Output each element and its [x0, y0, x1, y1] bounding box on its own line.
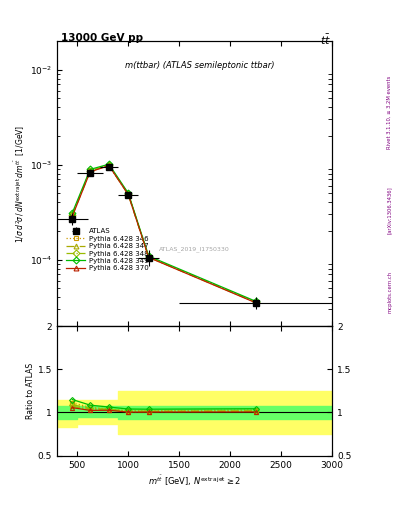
Pythia 6.428 349 [88, 166, 92, 173]
Line: Pythia 6.428 349: Pythia 6.428 349 [70, 162, 258, 304]
Pythia 6.428 347 [88, 168, 92, 175]
Pythia 6.428 347 [253, 300, 258, 306]
Pythia 6.428 348 [253, 299, 258, 305]
Pythia 6.428 349 [70, 210, 75, 216]
Pythia 6.428 348 [70, 212, 75, 218]
Pythia 6.428 349 [126, 190, 130, 196]
Pythia 6.428 348 [88, 168, 92, 174]
Pythia 6.428 346 [107, 162, 111, 168]
Y-axis label: $1/\sigma\,d^2\!\sigma\,/\,dN^{\rm extra\,jet}\,dm^{t\bar{t}}$  [1/GeV]: $1/\sigma\,d^2\!\sigma\,/\,dN^{\rm extra… [13, 124, 27, 243]
Pythia 6.428 370 [88, 169, 92, 175]
Pythia 6.428 370 [107, 163, 111, 169]
Pythia 6.428 346 [146, 254, 151, 260]
Pythia 6.428 349 [107, 161, 111, 167]
Pythia 6.428 346 [253, 298, 258, 305]
Pythia 6.428 347 [70, 212, 75, 219]
Pythia 6.428 346 [70, 211, 75, 218]
Text: [arXiv:1306.3436]: [arXiv:1306.3436] [387, 186, 392, 234]
Pythia 6.428 370 [253, 300, 258, 306]
Text: mcplots.cern.ch: mcplots.cern.ch [387, 271, 392, 313]
Pythia 6.428 370 [146, 254, 151, 261]
Pythia 6.428 347 [126, 191, 130, 198]
Line: Pythia 6.428 347: Pythia 6.428 347 [70, 163, 258, 305]
Text: 13000 GeV pp: 13000 GeV pp [61, 33, 143, 44]
Pythia 6.428 347 [146, 254, 151, 260]
Pythia 6.428 348 [146, 254, 151, 260]
Pythia 6.428 346 [88, 167, 92, 174]
Pythia 6.428 349 [146, 253, 151, 259]
Pythia 6.428 370 [70, 214, 75, 220]
Pythia 6.428 347 [107, 162, 111, 168]
X-axis label: $m^{t\bar{t}}$ [GeV], $N^{\rm extra\,jet} \geq 2$: $m^{t\bar{t}}$ [GeV], $N^{\rm extra\,jet… [148, 474, 241, 488]
Pythia 6.428 348 [126, 191, 130, 198]
Pythia 6.428 348 [107, 162, 111, 168]
Pythia 6.428 346 [126, 191, 130, 197]
Pythia 6.428 370 [126, 191, 130, 198]
Text: ATLAS_2019_I1750330: ATLAS_2019_I1750330 [159, 246, 230, 252]
Legend: ATLAS, Pythia 6.428 346, Pythia 6.428 347, Pythia 6.428 348, Pythia 6.428 349, P: ATLAS, Pythia 6.428 346, Pythia 6.428 34… [66, 228, 149, 271]
Text: m(ttbar) (ATLAS semileptonic ttbar): m(ttbar) (ATLAS semileptonic ttbar) [125, 61, 275, 70]
Y-axis label: Ratio to ATLAS: Ratio to ATLAS [26, 363, 35, 419]
Pythia 6.428 349 [253, 298, 258, 304]
Line: Pythia 6.428 346: Pythia 6.428 346 [70, 163, 258, 304]
Line: Pythia 6.428 370: Pythia 6.428 370 [70, 163, 258, 305]
Line: Pythia 6.428 348: Pythia 6.428 348 [70, 163, 258, 305]
Text: Rivet 3.1.10, ≥ 3.2M events: Rivet 3.1.10, ≥ 3.2M events [387, 76, 392, 150]
Text: $t\bar{t}$: $t\bar{t}$ [320, 33, 331, 48]
